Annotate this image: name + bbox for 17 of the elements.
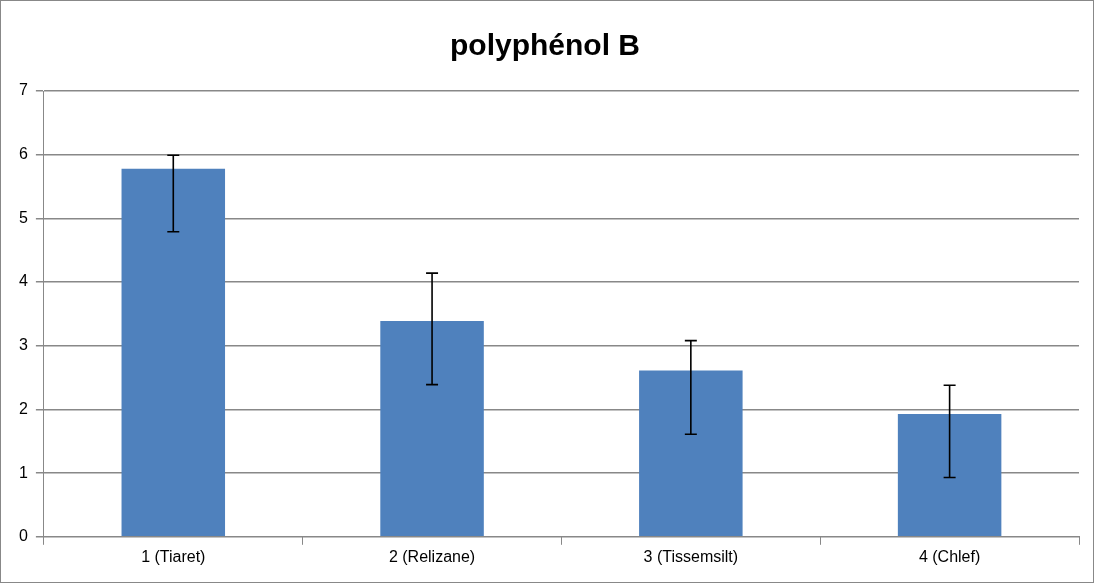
bar <box>380 320 484 537</box>
y-tick-label: 3 <box>18 336 28 354</box>
bar <box>121 168 226 537</box>
y-tick-label: 6 <box>18 145 28 163</box>
x-tick-label: 4 (Chlef) <box>918 547 981 565</box>
y-tick-label: 5 <box>18 208 28 226</box>
y-tick-label: 7 <box>18 81 28 99</box>
chart-title: polyphénol B <box>450 28 640 62</box>
y-tick-label: 4 <box>18 272 28 290</box>
bar <box>639 370 743 537</box>
x-tick-label: 1 (Tiaret) <box>141 547 206 565</box>
y-tick-label: 1 <box>18 463 28 481</box>
bar <box>897 413 1002 537</box>
y-tick-label: 0 <box>18 527 28 545</box>
x-tick-label: 3 (Tissemsilt) <box>643 547 739 565</box>
x-tick-label: 2 (Relizane) <box>388 547 476 565</box>
y-tick-label: 2 <box>18 399 28 417</box>
